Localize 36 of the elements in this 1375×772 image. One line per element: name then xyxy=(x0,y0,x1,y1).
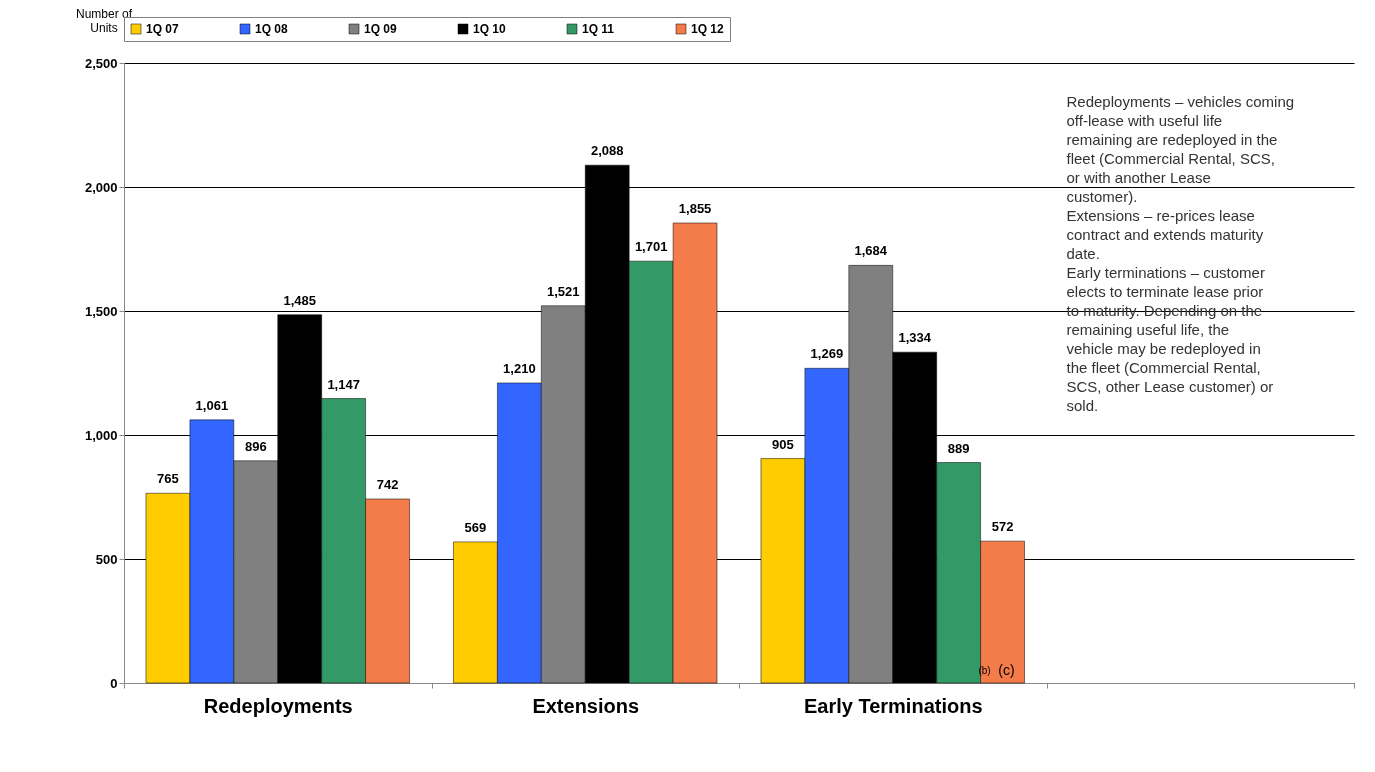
data-label: 1,701 xyxy=(634,239,668,255)
y-tick-label: 500 xyxy=(95,551,118,567)
y-tick-label: 0 xyxy=(110,675,118,691)
y-tick-label: 1,000 xyxy=(84,427,118,443)
data-label: 1,061 xyxy=(195,397,229,413)
legend-label: 1Q 11 xyxy=(582,22,615,36)
x-tick-label: Early Terminations xyxy=(803,694,983,717)
data-label: 889 xyxy=(947,440,970,456)
x-tick-label: Extensions xyxy=(532,694,640,717)
y-tick-label: 1,500 xyxy=(84,303,118,319)
legend-label: 1Q 09 xyxy=(364,22,398,36)
data-label: 1,334 xyxy=(898,330,932,346)
data-label: 1,684 xyxy=(854,243,888,259)
data-label: 2,088 xyxy=(590,143,624,159)
legend-label: 1Q 08 xyxy=(255,22,289,36)
data-label: 1,855 xyxy=(678,200,712,216)
legend-label: 1Q 10 xyxy=(473,22,507,36)
annotation: (c) xyxy=(998,662,1015,678)
annotation: Extensions – re-prices lease contract and extends maturity date. xyxy=(1066,207,1264,262)
legend-label: 1Q 12 xyxy=(691,22,725,36)
legend-label: 1Q 07 xyxy=(146,22,180,36)
data-label: 569 xyxy=(464,519,487,535)
data-label: 1,147 xyxy=(327,376,360,392)
data-label: 742 xyxy=(376,476,399,492)
data-label: 905 xyxy=(772,436,794,452)
data-label: 1,485 xyxy=(283,292,316,308)
data-label: 1,210 xyxy=(503,360,536,376)
data-label: 765 xyxy=(157,471,179,487)
y-tick-label: 2,500 xyxy=(84,55,118,71)
data-label: 1,269 xyxy=(810,346,844,362)
annotation: Redeployments – vehicles coming off-lease with useful life remaining are redeployed in the fleet (Commercial Rental, SCS, or with another Lease customer). xyxy=(1066,93,1295,205)
x-tick-label: Redeployments xyxy=(203,694,353,717)
y-tick-label: 2,000 xyxy=(84,179,118,195)
data-label: 896 xyxy=(244,438,267,454)
data-label: 572 xyxy=(991,519,1014,535)
data-label: 1,521 xyxy=(547,283,580,299)
